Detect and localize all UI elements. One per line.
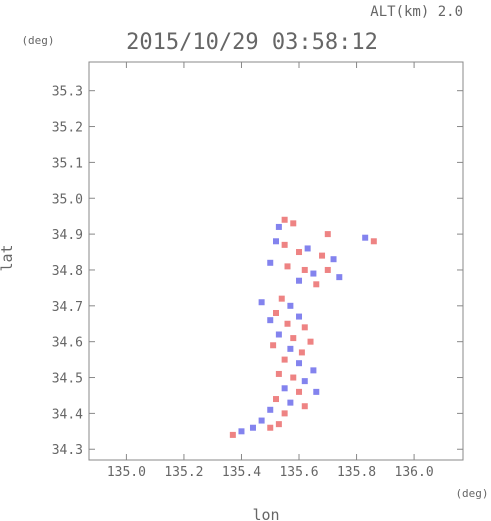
x-tick-label: 135.4 xyxy=(222,465,261,480)
data-point-positive xyxy=(290,335,297,342)
x-tick-label: 135.6 xyxy=(279,465,318,480)
data-point-positive xyxy=(284,263,291,270)
data-point-positive xyxy=(273,309,279,316)
data-point-positive xyxy=(290,374,297,381)
data-point-negative xyxy=(287,302,294,309)
y-tick-label: 34.9 xyxy=(52,228,83,243)
data-point-negative xyxy=(287,345,294,352)
chart-title: 2015/10/29 03:58:12 xyxy=(126,30,378,55)
y-tick-label: 34.8 xyxy=(52,264,83,279)
data-point-positive xyxy=(296,249,303,256)
data-point-positive xyxy=(324,266,331,273)
data-point-positive xyxy=(307,338,314,345)
y-tick-label: 34.4 xyxy=(52,407,83,422)
y-tick-label: 34.5 xyxy=(52,372,83,387)
y-tick-label: 35.1 xyxy=(52,156,83,171)
data-point-negative xyxy=(267,317,274,324)
data-point-negative xyxy=(336,274,343,281)
data-point-positive xyxy=(319,252,326,259)
y-tick-label: 34.7 xyxy=(52,300,83,315)
x-unit-label: (deg) xyxy=(455,487,488,500)
data-point-negative xyxy=(238,428,245,435)
data-point-negative xyxy=(301,378,308,385)
data-point-positive xyxy=(267,424,274,431)
data-point-negative xyxy=(281,385,288,392)
data-point-negative xyxy=(267,259,274,266)
data-point-positive xyxy=(301,266,308,273)
data-point-negative xyxy=(310,367,317,374)
data-point-negative xyxy=(275,331,282,338)
y-tick-label: 35.0 xyxy=(52,192,83,207)
data-point-positive xyxy=(298,349,305,356)
data-point-negative xyxy=(296,313,303,320)
data-point-negative xyxy=(296,277,303,284)
data-point-positive xyxy=(273,396,279,403)
x-tick-label: 136.0 xyxy=(395,465,434,480)
x-axis-label: lon xyxy=(252,506,279,521)
data-point-positive xyxy=(370,238,377,245)
plot-area xyxy=(88,61,464,461)
data-point-positive xyxy=(281,216,288,223)
y-axis-ticks: 34.3 34.4 34.5 34.6 34.7 34.8 34.9 35.0 35.1 35.2… xyxy=(52,85,463,458)
data-point-positive xyxy=(229,431,236,438)
data-point-negative xyxy=(249,424,256,431)
data-point-positive xyxy=(296,388,303,395)
data-point-negative xyxy=(304,245,311,252)
data-point-negative xyxy=(258,299,265,306)
y-tick-label: 34.6 xyxy=(52,336,83,351)
data-point-positive xyxy=(270,342,277,349)
data-point-negative xyxy=(273,238,279,245)
y-tick-label: 35.2 xyxy=(52,121,83,136)
data-point-positive xyxy=(275,421,282,428)
data-point-negative xyxy=(330,256,337,263)
data-point-negative xyxy=(310,270,317,277)
data-point-positive xyxy=(281,356,288,363)
data-point-positive xyxy=(301,403,308,410)
x-tick-label: 135.2 xyxy=(164,465,203,480)
data-point-negative xyxy=(296,360,303,367)
altitude-label: ALT(km) 2.0 xyxy=(370,4,463,20)
data-point-positive xyxy=(278,295,285,302)
data-point-positive xyxy=(275,370,282,377)
data-point-negative xyxy=(287,399,294,406)
x-axis-ticks: 135.0 135.2 135.4 135.6 135.8 136.0 xyxy=(107,62,434,480)
data-point-positive xyxy=(324,231,331,238)
data-point-positive xyxy=(301,324,308,331)
y-axis-label: lat xyxy=(0,244,16,271)
data-point-positive xyxy=(290,220,297,227)
y-tick-label: 34.3 xyxy=(52,443,83,458)
data-point-negative xyxy=(267,406,274,413)
data-point-positive xyxy=(281,241,288,248)
x-tick-label: 135.8 xyxy=(337,465,376,480)
x-tick-label: 135.0 xyxy=(107,465,146,480)
data-point-negative xyxy=(313,388,320,395)
data-point-positive xyxy=(284,320,291,327)
data-point-positive xyxy=(281,410,288,417)
data-point-positive xyxy=(313,281,320,288)
data-points xyxy=(229,216,377,438)
y-unit-label: (deg) xyxy=(21,34,54,47)
data-point-negative xyxy=(362,234,369,241)
data-point-negative xyxy=(258,417,265,424)
data-point-negative xyxy=(275,223,282,230)
y-tick-label: 35.3 xyxy=(52,85,83,100)
